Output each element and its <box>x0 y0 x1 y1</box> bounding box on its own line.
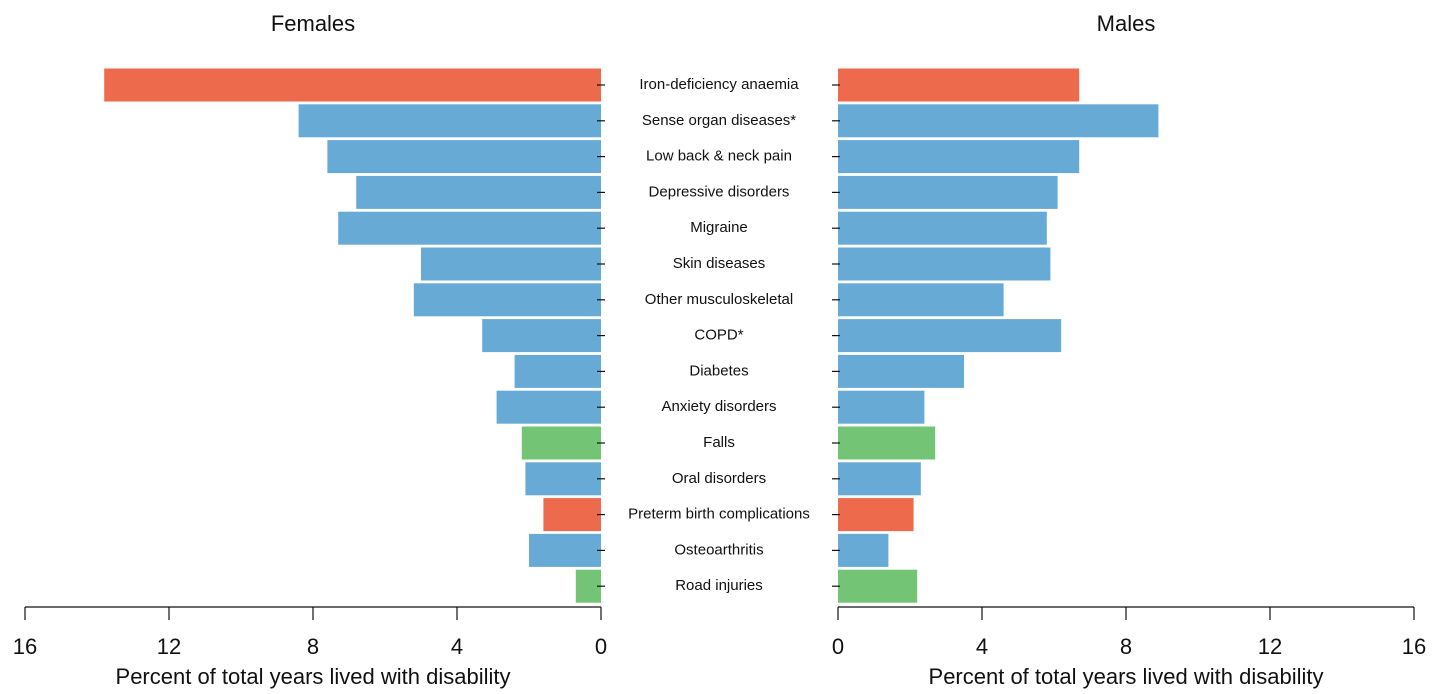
bar <box>838 247 1051 281</box>
bar <box>298 104 601 138</box>
bar <box>838 140 1080 174</box>
bar <box>413 283 601 317</box>
bar <box>521 426 601 460</box>
category-label: COPD* <box>694 327 743 344</box>
x-tick-label: 4 <box>976 634 988 659</box>
x-tick-label: 4 <box>451 634 463 659</box>
bar <box>338 211 601 245</box>
bar <box>838 354 964 388</box>
category-label: Migraine <box>690 219 748 236</box>
x-tick-label: 8 <box>1120 634 1132 659</box>
bar <box>838 283 1004 317</box>
bar <box>838 569 918 603</box>
x-tick-label: 12 <box>1258 634 1282 659</box>
bar <box>838 426 936 460</box>
bar <box>529 533 601 567</box>
bar <box>514 354 601 388</box>
bar <box>838 175 1058 209</box>
bar <box>421 247 601 281</box>
category-label: Skin diseases <box>673 255 766 272</box>
category-label: Iron-deficiency anaemia <box>639 76 799 93</box>
x-tick-label: 16 <box>13 634 37 659</box>
category-label: Other musculoskeletal <box>645 291 793 308</box>
bar <box>838 390 925 424</box>
bar <box>327 140 601 174</box>
category-label: Low back & neck pain <box>646 148 792 165</box>
category-label: Diabetes <box>689 362 748 379</box>
category-label: Oral disorders <box>672 470 766 487</box>
category-label: Anxiety disorders <box>661 398 776 415</box>
category-label: Falls <box>703 434 735 451</box>
category-label: Sense organ diseases* <box>642 112 796 129</box>
x-tick-label: 16 <box>1402 634 1426 659</box>
x-axis-label: Percent of total years lived with disabi… <box>116 664 511 689</box>
category-label: Depressive disorders <box>649 183 790 200</box>
x-tick-label: 8 <box>307 634 319 659</box>
bar <box>104 68 601 102</box>
category-label: Preterm birth complications <box>628 506 810 523</box>
bar <box>496 390 601 424</box>
category-label: Osteoarthritis <box>674 541 763 558</box>
x-tick-label: 12 <box>157 634 181 659</box>
x-tick-label: 0 <box>832 634 844 659</box>
bar <box>356 175 601 209</box>
chart-title: Males <box>1097 11 1156 36</box>
bar <box>838 68 1080 102</box>
chart-title: Females <box>271 11 355 36</box>
bar <box>575 569 601 603</box>
bar <box>838 211 1047 245</box>
bar <box>838 462 921 496</box>
x-axis-label: Percent of total years lived with disabi… <box>929 664 1324 689</box>
category-label: Road injuries <box>675 577 763 594</box>
bar <box>838 533 889 567</box>
bar <box>482 319 601 353</box>
bar <box>838 104 1159 138</box>
bar <box>543 498 601 532</box>
bar <box>838 319 1062 353</box>
bar <box>525 462 601 496</box>
bar <box>838 498 914 532</box>
x-tick-label: 0 <box>595 634 607 659</box>
